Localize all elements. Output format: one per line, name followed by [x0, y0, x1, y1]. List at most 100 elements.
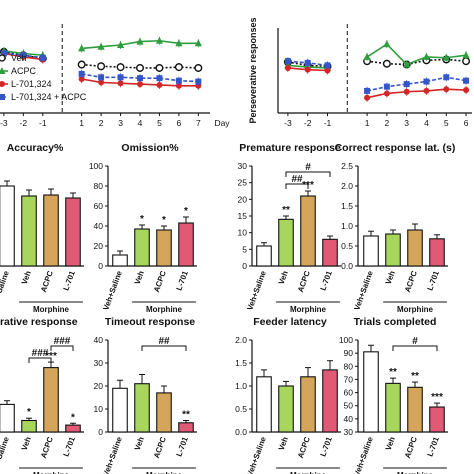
timecourse-right-x-tick-label: -1: [324, 118, 332, 128]
correct-lat-category-label: Veh+Saline: [352, 269, 375, 312]
timeout-comparison-bracket: [141, 345, 187, 351]
omission-category-label: Veh+Saline: [101, 269, 124, 312]
timecourse-right-point: [363, 52, 371, 60]
correct-lat-category-label: L-701: [425, 269, 441, 292]
perseverative-bar: [43, 367, 59, 433]
accuracy-category-label: L-701: [61, 269, 77, 292]
premature-significance-mark: **: [282, 205, 290, 216]
timecourse-right-x-tick-label: 2: [385, 118, 390, 128]
timecourse-right-point: [382, 59, 391, 68]
premature-bracket-label: #: [305, 162, 311, 173]
perseverative-bar: [65, 424, 81, 433]
timecourse-right-point: [403, 81, 410, 88]
legend-label: L-701,324: [11, 79, 52, 89]
timecourse-left-point: [137, 75, 143, 82]
timecourse-right-point: [422, 52, 431, 60]
trials-category-label: Veh: [384, 435, 397, 451]
timeout-category-label: Veh: [133, 435, 146, 451]
trials-bracket-label: #: [412, 336, 418, 347]
premature-y-tick-label: 30: [238, 161, 248, 171]
premature-comparison-bracket: [285, 183, 309, 189]
timecourse-left-point: [175, 82, 182, 89]
timeout-bar: [178, 422, 194, 433]
timeout-category-label: Veh+Saline: [101, 435, 124, 474]
timecourse-left-point: [98, 74, 105, 81]
perseverative-group-label: Morphine: [33, 471, 70, 474]
trials-group-label: Morphine: [397, 471, 434, 474]
timecourse-left-x-tick-label: 4: [138, 118, 143, 128]
premature-bracket-label: ##: [291, 174, 303, 185]
timecourse-left-point: [175, 39, 183, 47]
perseverative-category-label: ACPC: [39, 435, 55, 459]
timecourse-left-x-tick-label: 7: [196, 118, 201, 128]
timecourse-left-point: [194, 39, 202, 47]
legend-label: ACPC: [11, 66, 37, 76]
omission-bar: [178, 222, 194, 267]
perseverative-title: everative response: [0, 316, 78, 328]
correct-lat-y-tick-label: 0.0: [341, 261, 353, 271]
perseverative-category-label: L-701: [61, 435, 77, 458]
premature-category-label: Veh+Saline: [245, 269, 268, 312]
correct-lat-y-tick-label: 1.5: [341, 201, 353, 211]
premature-title: Premature response: [239, 142, 341, 154]
timecourse-right-series-line: [366, 76, 467, 92]
timeout-bar: [156, 392, 172, 433]
timecourse-left-point: [77, 60, 86, 69]
perseverative-comparison-bracket: [28, 357, 52, 363]
timeout-bracket-label: ##: [158, 336, 170, 347]
accuracy-title: Accuracy%: [7, 142, 64, 154]
timecourse-right-point: [443, 74, 450, 81]
timecourse-left-point: [156, 81, 163, 88]
timecourse-left-point: [117, 80, 124, 87]
timecourse-left-point: [0, 50, 7, 57]
legend-label: Veh: [11, 53, 27, 63]
trials-y-tick-label: 60: [344, 388, 354, 398]
premature-category-label: L-701: [318, 269, 334, 292]
correct-lat-group-label: Morphine: [397, 305, 434, 314]
feeder-bar: [278, 385, 294, 433]
trials-category-label: Veh+Saline: [352, 435, 375, 474]
timeout-bar: [112, 387, 128, 433]
timeout-y-tick-label: 30: [94, 358, 104, 368]
timecourse-left-point: [116, 63, 125, 72]
timecourse-left-x-tick-label: 3: [118, 118, 123, 128]
trials-category-label: ACPC: [403, 435, 419, 459]
timecourse-left-point: [78, 70, 85, 77]
timecourse-left-point: [155, 63, 164, 72]
timecourse-right-point: [442, 53, 450, 61]
trials-significance-mark: ***: [431, 392, 443, 403]
timecourse-left-point: [97, 42, 105, 50]
premature-bar: [300, 195, 316, 267]
timecourse-left-point: [97, 62, 106, 71]
timeout-y-tick-label: 0: [98, 427, 103, 437]
premature-y-tick-label: 20: [238, 194, 248, 204]
premature-comparison-bracket: [285, 171, 331, 177]
premature-category-label: Veh: [277, 269, 290, 285]
perseverative-significance-mark: *: [27, 407, 31, 418]
perseverative-category-label: Veh+Saline: [0, 435, 11, 474]
feeder-group-label: Morphine: [290, 471, 327, 474]
trials-category-label: L-701: [425, 435, 441, 458]
accuracy-group-label: Morphine: [33, 305, 70, 314]
timecourse-right-x-tick-label: 5: [444, 118, 449, 128]
timecourse-left-point: [136, 37, 144, 45]
correct-lat-y-tick-label: 2.5: [341, 161, 353, 171]
omission-bar: [112, 254, 128, 267]
timecourse-left-point: [39, 54, 46, 61]
premature-y-tick-label: 0: [242, 261, 247, 271]
timecourse-right-point: [463, 87, 470, 94]
timecourse-right-y-label: Perseverative responses: [248, 17, 258, 123]
omission-title: Omission%: [121, 142, 179, 154]
perseverative-bar: [21, 419, 37, 433]
feeder-y-tick-label: 0.5: [235, 404, 247, 414]
timecourse-left-point: [78, 76, 85, 82]
trials-bar: [407, 386, 423, 433]
omission-y-tick-label: 100: [89, 161, 103, 171]
timecourse-right-point: [423, 78, 430, 85]
timecourse-right-x-tick-label: 3: [404, 118, 409, 128]
timecourse-left-point: [195, 78, 202, 85]
timeout-y-tick-label: 10: [94, 404, 104, 414]
feeder-category-label: Veh+Saline: [245, 435, 268, 474]
omission-significance-mark: *: [184, 206, 188, 217]
legend-marker: [0, 81, 5, 87]
